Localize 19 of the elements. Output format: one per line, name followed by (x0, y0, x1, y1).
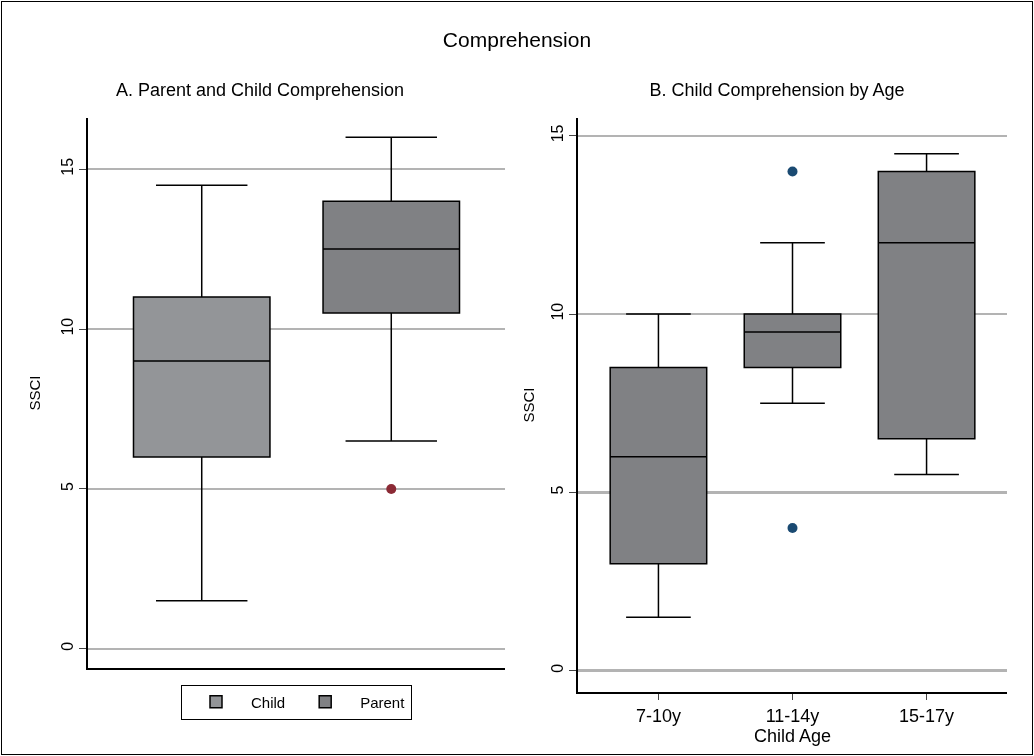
y-axis-title: SSCI (520, 387, 537, 423)
x-tick-label: 7-10y (635, 705, 681, 726)
y-tick-label: 15 (58, 157, 76, 176)
y-axis-title: SSCI (26, 375, 44, 411)
y-tick-label: 10 (58, 317, 76, 336)
y-tick-label: 5 (58, 481, 76, 491)
legend-label: Child (251, 693, 286, 711)
legend-label: Parent (360, 693, 406, 711)
y-tick-label: 15 (548, 124, 566, 143)
x-tick-label: 15-17y (899, 705, 955, 726)
y-tick-label: 10 (548, 302, 566, 321)
x-axis-title: Child Age (753, 725, 832, 746)
y-tick-label: 0 (58, 641, 76, 651)
y-tick-label: 5 (548, 485, 566, 495)
chart-title: Comprehension (441, 28, 593, 52)
chart-title: B. Child Comprehension by Age (649, 80, 905, 101)
x-tick-label: 11-14y (765, 705, 820, 726)
y-tick-label: 0 (548, 663, 566, 673)
chart-subtitle: A. Parent and Child Comprehension (115, 80, 405, 101)
